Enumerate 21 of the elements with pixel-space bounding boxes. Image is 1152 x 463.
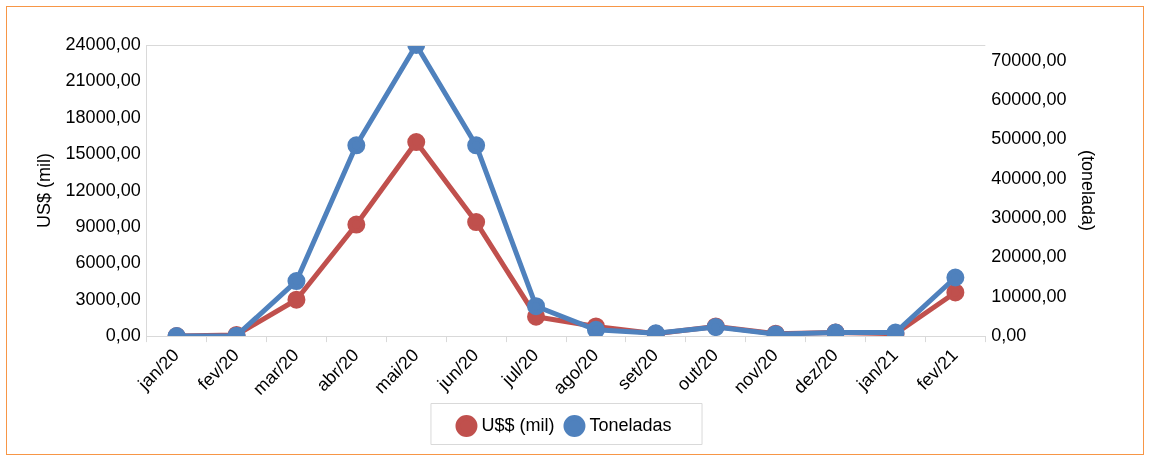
y-tick-label: 24000,00 <box>65 33 141 54</box>
y2-tick-label: 10000,00 <box>991 285 1067 306</box>
y2-tick-label: 30000,00 <box>991 207 1067 228</box>
y2-axis-title: (tonelada) <box>1078 150 1099 232</box>
legend-label: U$$ (mil) <box>481 414 555 435</box>
y-tick-label: 9000,00 <box>75 215 141 236</box>
y-tick-label: 18000,00 <box>65 106 141 127</box>
y2-tick-label: 20000,00 <box>991 246 1067 267</box>
y2-tick-label: 40000,00 <box>991 167 1067 188</box>
y-tick-label: 21000,00 <box>65 70 141 91</box>
y-tick-label: 0,00 <box>105 325 141 346</box>
y-axis-title: US$ (mil) <box>33 153 54 229</box>
y2-tick-label: 0,00 <box>991 325 1027 346</box>
y2-tick-label: 60000,00 <box>991 89 1067 110</box>
y2-tick-label: 70000,00 <box>991 49 1067 70</box>
legend-label: Toneladas <box>589 414 672 435</box>
y-tick-label: 6000,00 <box>75 252 141 273</box>
y-tick-label: 3000,00 <box>75 288 141 309</box>
y2-tick-label: 50000,00 <box>991 128 1067 149</box>
y-tick-label: 12000,00 <box>65 179 141 200</box>
y-tick-label: 15000,00 <box>65 143 141 164</box>
